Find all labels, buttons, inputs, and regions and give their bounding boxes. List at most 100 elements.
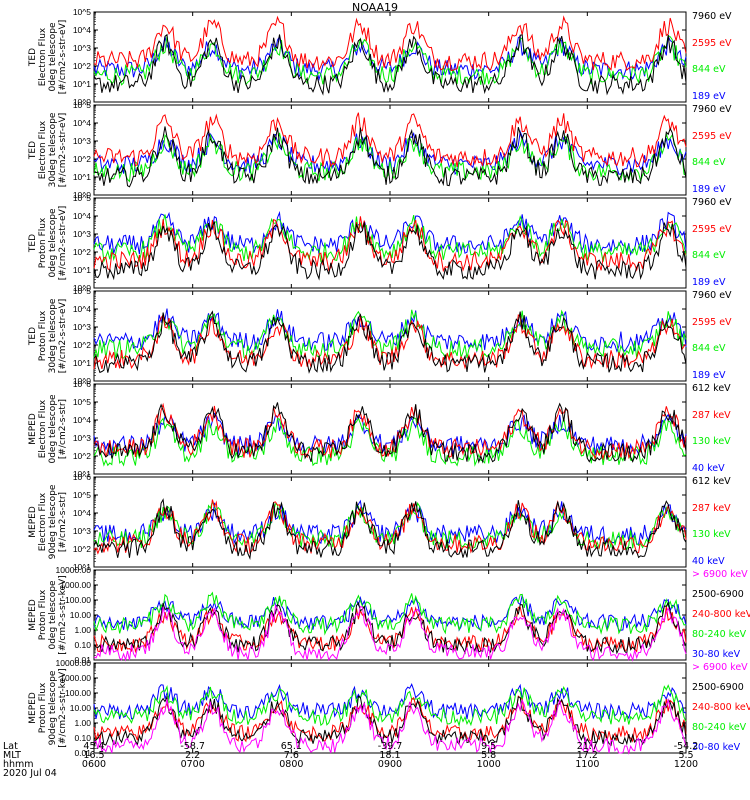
- y-tick-label: 10^4: [73, 118, 91, 128]
- series-line-612-kev: [93, 498, 687, 560]
- panel-4: 10^0 10^1 10^2 10^3 10^4 10^5: [73, 286, 687, 386]
- y-tick-label: 10^1: [73, 469, 91, 479]
- y-tick-label: 10^4: [73, 508, 91, 518]
- y-tick-label: 0.01: [74, 748, 91, 758]
- ephemeris-value: 0700: [180, 759, 205, 770]
- series-line-189-ev: [93, 210, 687, 257]
- panel-5: 10^1 10^2 10^3 10^4 10^5 10^6: [73, 379, 687, 479]
- legend-entry: 80-240 keV: [692, 629, 747, 640]
- ephemeris-value: 1000: [476, 759, 501, 770]
- ephemeris-value: 17.2: [576, 750, 598, 761]
- legend-entry: 844 eV: [692, 250, 726, 262]
- ephemeris-value: 21.7: [576, 741, 598, 752]
- y-axis-label-line: Electron Flux: [38, 492, 48, 552]
- y-axis-label: MEPED Proton Flux 0deg telescope [#/cm2-s-s…: [28, 570, 68, 660]
- y-tick-label: 10.00: [70, 610, 92, 620]
- legend-entry: 189 eV: [692, 370, 726, 381]
- y-tick-label: 1000.00: [60, 673, 91, 683]
- series-line-2595-ev: [93, 112, 687, 168]
- legend-entry: 7960 eV: [692, 197, 732, 208]
- y-tick-label: 0.10: [74, 733, 91, 743]
- panel-7: 0.01 0.10 1.00 10.00 100.00 1000.00 10000.00: [56, 565, 687, 665]
- ephemeris-value: 16.5: [83, 750, 105, 761]
- y-axis-label-line: Proton Flux: [38, 589, 48, 641]
- y-tick-label: 10^3: [73, 433, 91, 443]
- ephemeris-row-label: hhmm: [3, 759, 34, 770]
- legend-entry: 240-800 keV: [692, 702, 750, 713]
- y-tick-label: 10^4: [73, 25, 91, 35]
- y-axis-label-line: [#/cm2-s-str]: [58, 491, 68, 553]
- y-axis-label-line: MEPED: [28, 692, 38, 724]
- y-tick-label: 10^3: [73, 229, 91, 239]
- legend-entry: 2595 eV: [692, 130, 732, 142]
- y-tick-label: 0.10: [74, 640, 91, 650]
- y-axis-label-line: Electron Flux: [38, 120, 48, 180]
- ephemeris-value: 2.2: [185, 750, 201, 761]
- y-axis-label-line: 90deg telescope: [48, 670, 58, 746]
- y-tick-label: 100.00: [65, 688, 91, 698]
- panel-8: 0.01 0.10 1.00 10.00 100.00 1000.00 10000.00: [56, 658, 687, 758]
- series-line-189-ev: [93, 129, 687, 176]
- legend-entry: 189 eV: [692, 184, 726, 195]
- y-tick-label: 10^0: [73, 376, 91, 386]
- ephemeris-value: 1100: [575, 759, 600, 770]
- y-tick-label: 10^5: [73, 193, 91, 203]
- y-axis-label: MEPED Electron Flux 90deg telescope [#/cm2-…: [28, 477, 68, 567]
- y-axis-label-line: [#/cm2-s-str]: [58, 398, 68, 460]
- y-axis-label-line: 0deg telescope: [48, 394, 58, 464]
- y-axis-label-line: 30deg telescope: [48, 112, 58, 188]
- y-axis-label-line: [#/cm2-s-str-eV]: [58, 19, 68, 95]
- legend-entry: 189 eV: [692, 91, 726, 102]
- series-line-7960-ev: [93, 126, 687, 188]
- ephemeris-value: -58.7: [180, 741, 205, 752]
- y-tick-label: 1000.00: [60, 580, 91, 590]
- y-tick-label: 10^2: [73, 451, 91, 461]
- y-axis-label: TED Electron Flux 0deg telescope [#/cm2-s-s…: [28, 12, 68, 102]
- legend-entry: 844 eV: [692, 157, 726, 169]
- y-tick-label: 100.00: [65, 595, 91, 605]
- y-tick-label: 0.01: [74, 655, 91, 665]
- ephemeris-row-label: 2020 Jul 04: [3, 768, 57, 779]
- ephemeris-value: 0600: [81, 759, 107, 770]
- y-axis-label-line: [#/cm2-s-str-eV]: [58, 205, 68, 281]
- legend-entry: 2500-6900: [692, 589, 744, 600]
- ephemeris-row-label: MLT: [3, 750, 21, 761]
- y-tick-label: 10^2: [73, 340, 91, 350]
- panel-frame: [93, 11, 687, 103]
- y-axis-label: MEPED Proton Flux 90deg telescope [#/cm2-s-…: [28, 663, 68, 753]
- series-line-612-kev: [93, 402, 687, 464]
- legend-entry: 240-800 keV: [692, 609, 750, 620]
- y-tick-label: 1.00: [74, 718, 91, 728]
- series-line-7960-ev: [93, 221, 687, 281]
- series-line-844-ev: [93, 34, 687, 86]
- series-line-844-ev: [93, 309, 687, 360]
- y-axis-label-line: [#/cm2-s-str-eV]: [58, 298, 68, 374]
- legend-entry: 80-240 keV: [692, 722, 747, 733]
- series-line-240-800-kev: [93, 695, 687, 743]
- series-line-7960-ev: [93, 33, 687, 96]
- series-line-2500-6900: [93, 695, 687, 748]
- y-tick-label: 10^4: [73, 304, 91, 314]
- panel-frame: [93, 476, 687, 568]
- y-tick-label: 10^0: [73, 283, 91, 293]
- panel-3: 10^0 10^1 10^2 10^3 10^4 10^5: [73, 193, 687, 293]
- y-tick-label: 10^2: [73, 154, 91, 164]
- y-axis-label-line: [#/cm2-s-str-keV]: [58, 668, 68, 748]
- chart-title: NOAA19: [351, 1, 399, 14]
- y-tick-label: 10.00: [70, 703, 92, 713]
- ephemeris-value: 5.5: [678, 750, 694, 761]
- y-tick-label: 10^4: [73, 211, 91, 221]
- y-axis-label-line: TED: [28, 140, 38, 160]
- y-tick-label: 10^5: [73, 100, 91, 110]
- y-axis-label-line: MEPED: [28, 599, 38, 631]
- y-axis-label-line: TED: [28, 233, 38, 253]
- ephemeris-value: -54.2: [673, 741, 699, 752]
- ephemeris-value: 0900: [377, 759, 403, 770]
- series-line-2595-ev: [93, 216, 687, 273]
- y-tick-label: 10^5: [73, 490, 91, 500]
- ephemeris-value: 65.1: [280, 741, 302, 752]
- y-axis-label-line: [#/cm2-s-str-eV]: [58, 112, 68, 188]
- legend-entry: 40 keV: [692, 556, 725, 567]
- legend-entry: 287 keV: [692, 409, 731, 421]
- ephemeris-value: 1200: [673, 759, 699, 770]
